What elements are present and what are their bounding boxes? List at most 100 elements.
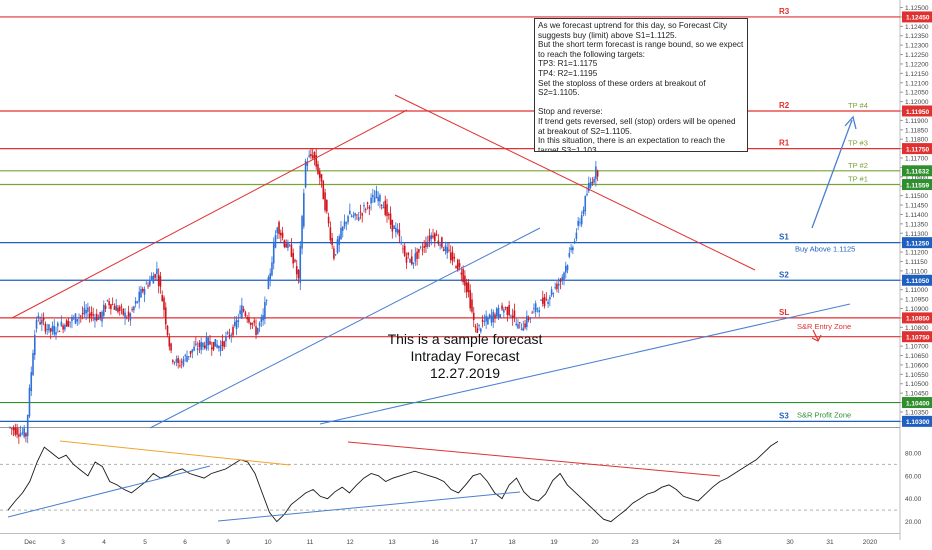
candle-body [457,259,459,271]
x-tick-label: 31 [826,539,834,546]
annotation-label: S&R Entry Zone [797,322,851,331]
candle-body [267,277,270,290]
y-tick-label: 1.12400 [905,24,929,31]
y-tick-label: 1.11450 [905,203,928,210]
y-tick-label: 1.10600 [905,362,929,369]
candle-body [12,427,15,431]
forecast-arrowhead-up [844,115,857,130]
x-tick-label: 16 [431,539,439,546]
candle-body [345,222,348,224]
y-tick-label: 1.10650 [905,353,929,360]
candle-body [492,311,495,323]
candle-body [503,309,505,313]
candle-body [41,319,43,324]
candle-body [410,256,413,265]
candle-body [421,249,424,251]
candle-body [10,428,13,430]
candle-body [317,164,319,174]
candle-body [55,332,57,335]
candle-body [395,227,397,233]
candle-body [16,428,18,435]
candle-body [545,298,548,300]
candle-body [517,324,519,329]
candle-body [248,317,250,323]
price-tag-label: 1.11559 [906,182,930,189]
candle-body [449,252,452,260]
candle-body [310,153,312,157]
candle-body [341,226,344,231]
candle-body [377,197,379,202]
candle-body [287,242,289,249]
candle-body [294,259,296,262]
candle-body [368,206,371,209]
x-tick-label: 12 [346,539,354,546]
candle-body [564,265,567,273]
price-tag-label: 1.10850 [906,316,930,323]
trendline-blue-rising [149,227,541,429]
level-label: R2 [779,101,790,110]
price-tag-label: 1.10300 [906,419,930,426]
candles [9,147,599,444]
osc-tick-label: 60.00 [905,473,922,480]
y-tick-label: 1.11600 [905,174,928,181]
candle-body [49,328,52,332]
candle-body [306,162,309,166]
candle-body [246,317,248,320]
candle-body [295,266,298,275]
candle-body [524,323,526,328]
y-tick-label: 1.10550 [905,372,929,379]
candle-body [244,312,247,317]
candle-body [533,308,535,310]
candle-body [465,282,468,293]
candle-body [260,316,263,323]
x-tick-label: 24 [672,539,680,546]
candle-body [554,287,556,289]
candle-body [382,206,385,209]
candle-body [172,360,174,362]
candle-body [80,315,82,317]
candle-body [134,301,137,304]
trendline-blue-lower [319,303,851,425]
candle-body [235,320,238,330]
candle-body [203,345,206,348]
candle-body [280,232,282,236]
y-tick-label: 1.11100 [905,268,928,275]
candle-body [423,245,425,248]
x-tick-label: 26 [714,539,722,546]
candle-body [126,317,128,319]
y-tick-label: 1.12350 [905,33,929,40]
annotation-label: S&R Profit Zone [797,410,851,419]
candle-body [56,323,59,327]
y-tick-label: 1.10500 [905,381,929,388]
price-tag-bg [902,274,932,286]
price-tag-bg [902,237,932,249]
y-tick-label: 1.11200 [905,250,928,257]
candle-body [152,275,155,284]
candle-body [232,326,234,336]
candle-body [508,305,510,316]
candle-body [579,222,581,224]
candle-body [349,210,351,215]
candle-body [591,181,594,184]
price-tag-bg [902,415,932,427]
price-tag-bg [902,179,932,191]
candle-body [23,428,25,437]
candle-body [145,283,148,285]
candle-body [331,238,333,245]
candle-body [510,315,512,317]
candle-body [384,200,387,215]
candle-body [249,322,252,326]
candle-body [210,347,213,350]
price-tag-label: 1.11950 [906,109,930,116]
candle-body [513,310,516,318]
candle-body [359,211,362,213]
candle-body [209,341,211,345]
candle-body [168,337,171,347]
candle-body [9,427,11,428]
candle-body [596,170,599,177]
candle-body [19,432,22,436]
candle-body [494,314,496,319]
candle-body [589,182,592,188]
